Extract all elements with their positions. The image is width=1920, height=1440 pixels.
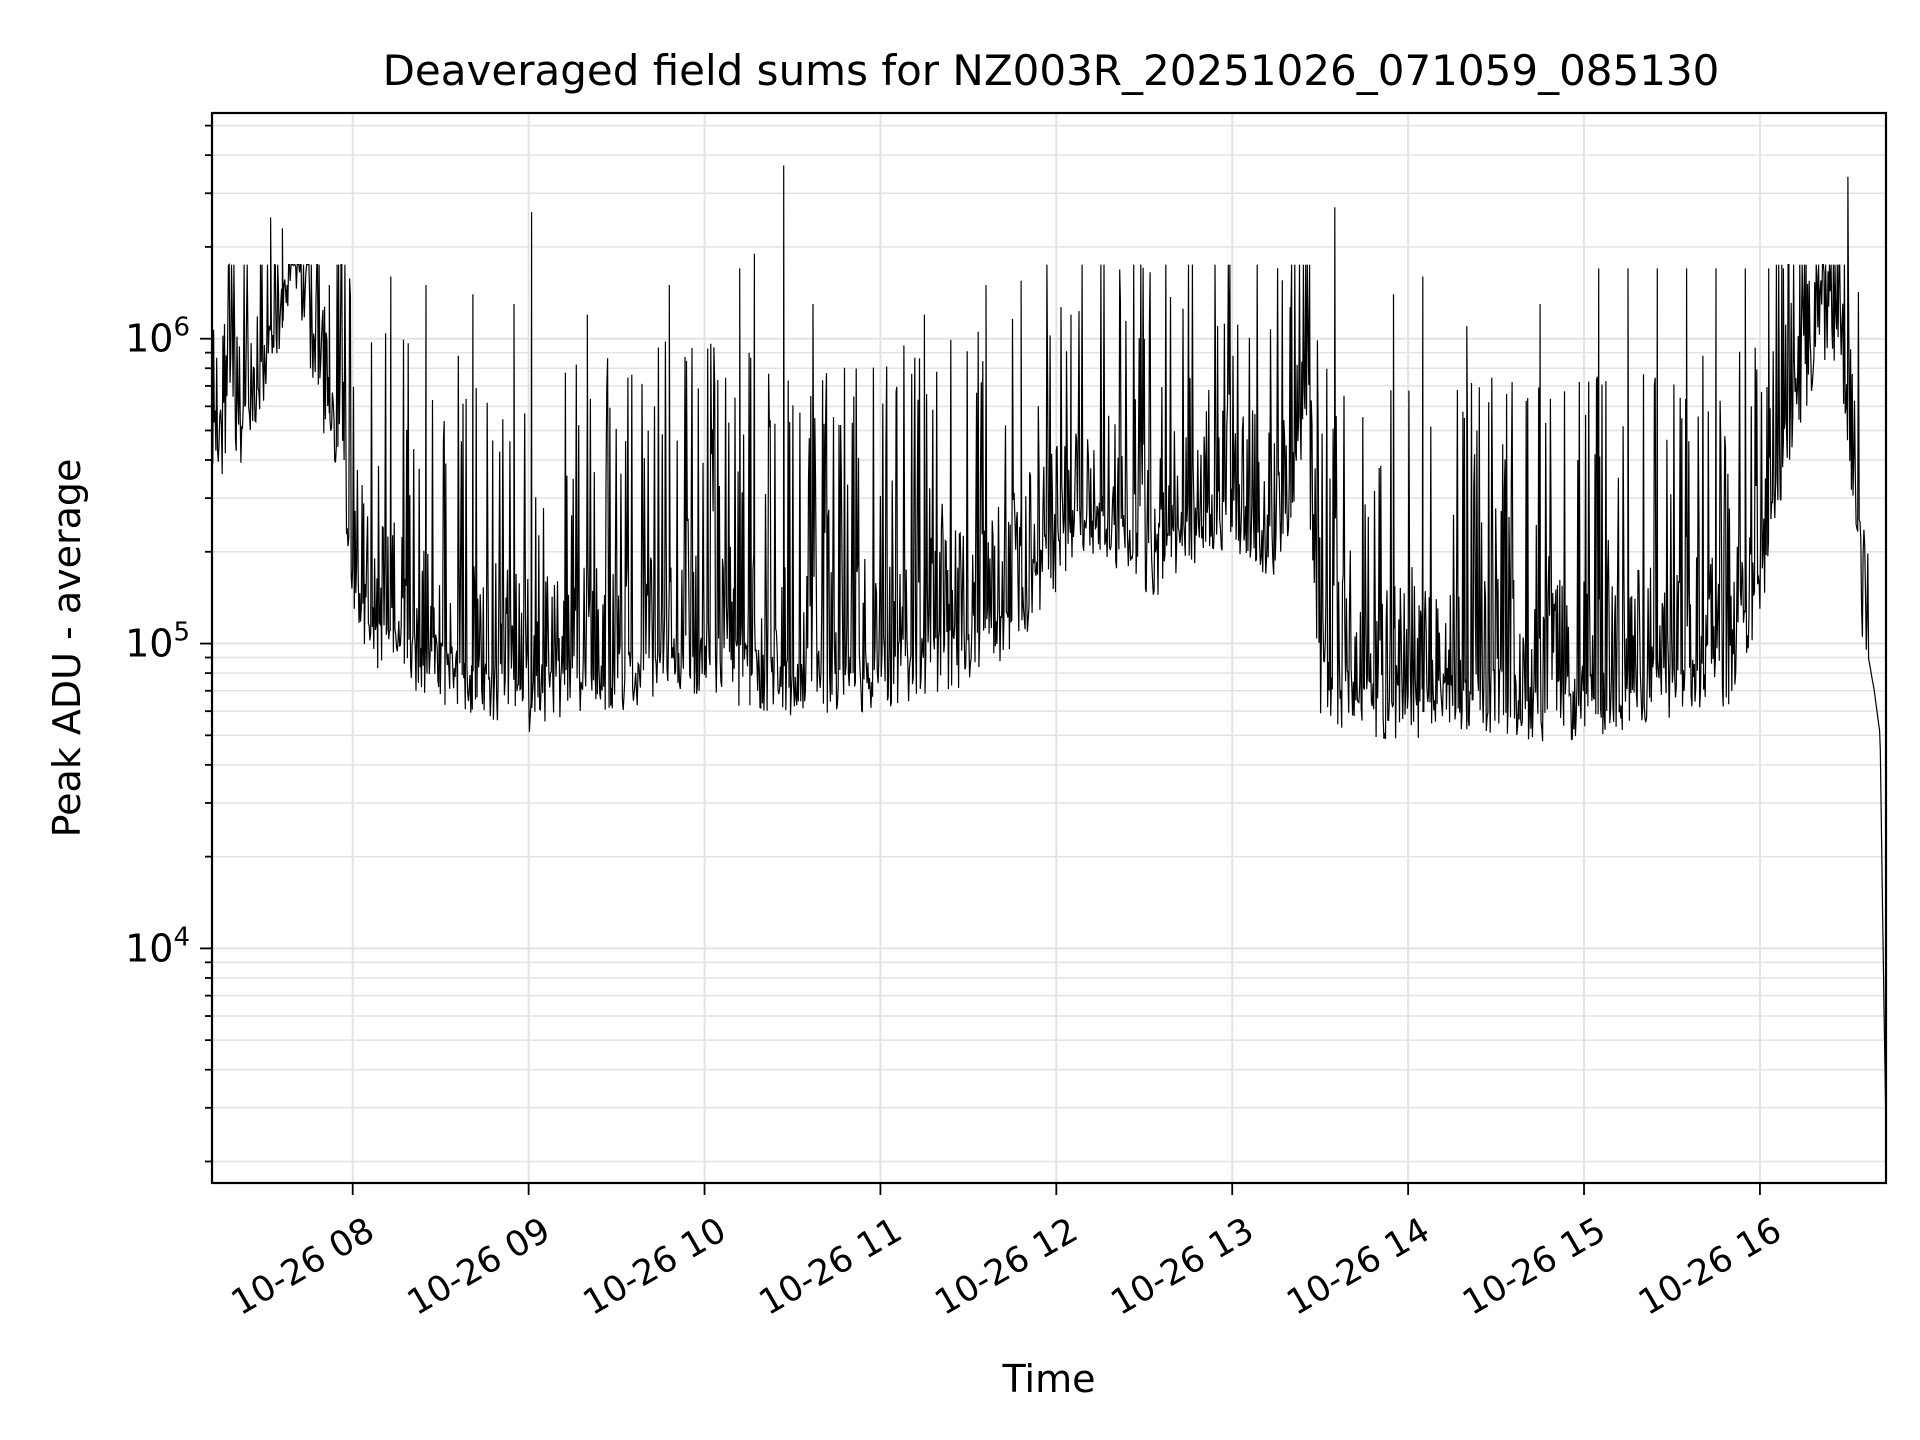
x-tick-label: 10-26 10 <box>577 1210 733 1323</box>
y-tick-label: 105 <box>125 618 190 666</box>
chart-title: Deaveraged field sums for NZ003R_2025102… <box>383 46 1720 95</box>
y-tick-label: 104 <box>125 922 190 970</box>
x-tick-label: 10-26 13 <box>1104 1210 1260 1323</box>
x-tick-label: 10-26 09 <box>401 1210 557 1323</box>
y-axis-label: Peak ADU - average <box>45 459 89 838</box>
x-tick-label: 10-26 16 <box>1632 1210 1788 1323</box>
x-tick-label: 10-26 12 <box>929 1210 1085 1323</box>
x-axis-label: Time <box>1002 1357 1096 1401</box>
series-line <box>211 165 1887 1120</box>
x-tick-label: 10-26 11 <box>753 1210 909 1323</box>
y-axis: 104 105 106 <box>125 124 212 1163</box>
plot-frame <box>210 111 1888 1185</box>
plot-area <box>211 165 1887 1120</box>
x-tick-label: 10-26 15 <box>1456 1210 1612 1323</box>
y-tick-label: 106 <box>125 313 190 361</box>
x-tick-label: 10-26 08 <box>225 1210 381 1323</box>
x-axis: 10-26 08 10-26 09 10-26 10 10-26 11 10-26 12… <box>225 1183 1788 1324</box>
grid <box>212 113 1886 1183</box>
x-tick-label: 10-26 14 <box>1280 1210 1436 1323</box>
